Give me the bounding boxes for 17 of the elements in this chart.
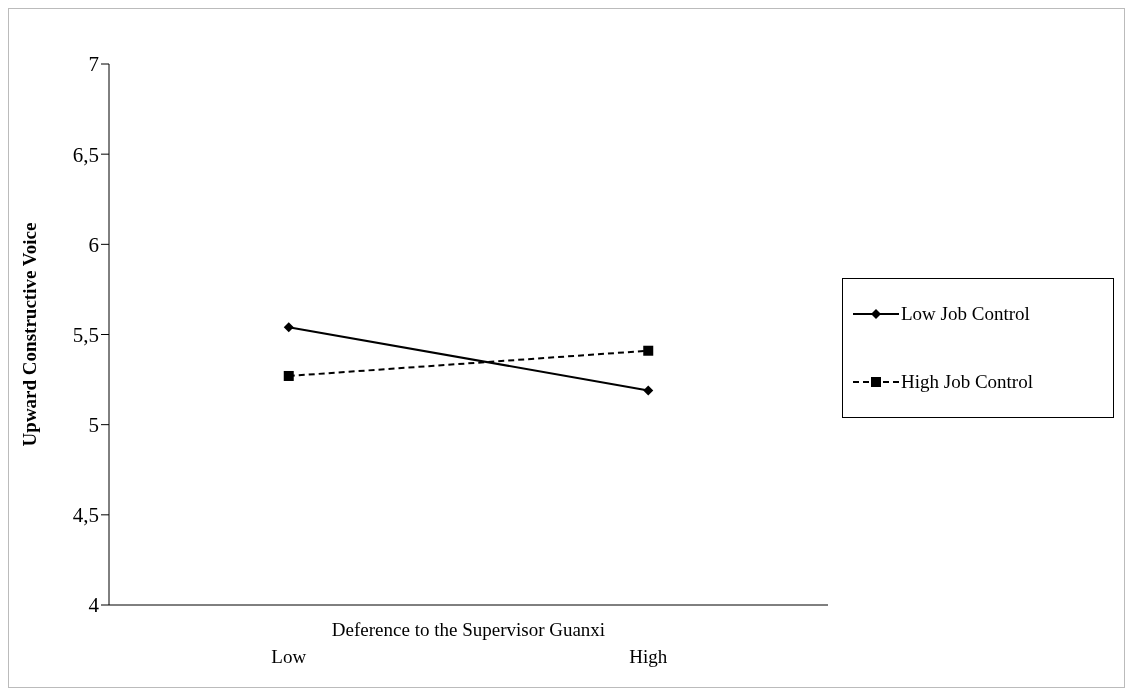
legend-label: High Job Control [901,371,1033,393]
y-tick-label: 6 [88,232,99,257]
point [283,322,294,333]
y-tick-label: 4 [88,593,100,618]
x-tick-label: Low [271,646,307,667]
y-axis-title: Upward Constructive Voice [18,222,40,447]
y-tick-label: 7 [88,52,99,77]
y-tick-label: 6,5 [72,142,99,167]
point [643,385,654,396]
x-tick-label: High [629,646,668,667]
y-tick-label: 5 [88,413,99,438]
legend-label: Low Job Control [901,303,1030,325]
y-tick-label: 4,5 [72,503,99,528]
point [283,370,294,381]
y-tick-label: 5,5 [72,322,99,347]
point [643,345,654,356]
x-axis-title: Deference to the Supervisor Guanxi [331,619,606,641]
